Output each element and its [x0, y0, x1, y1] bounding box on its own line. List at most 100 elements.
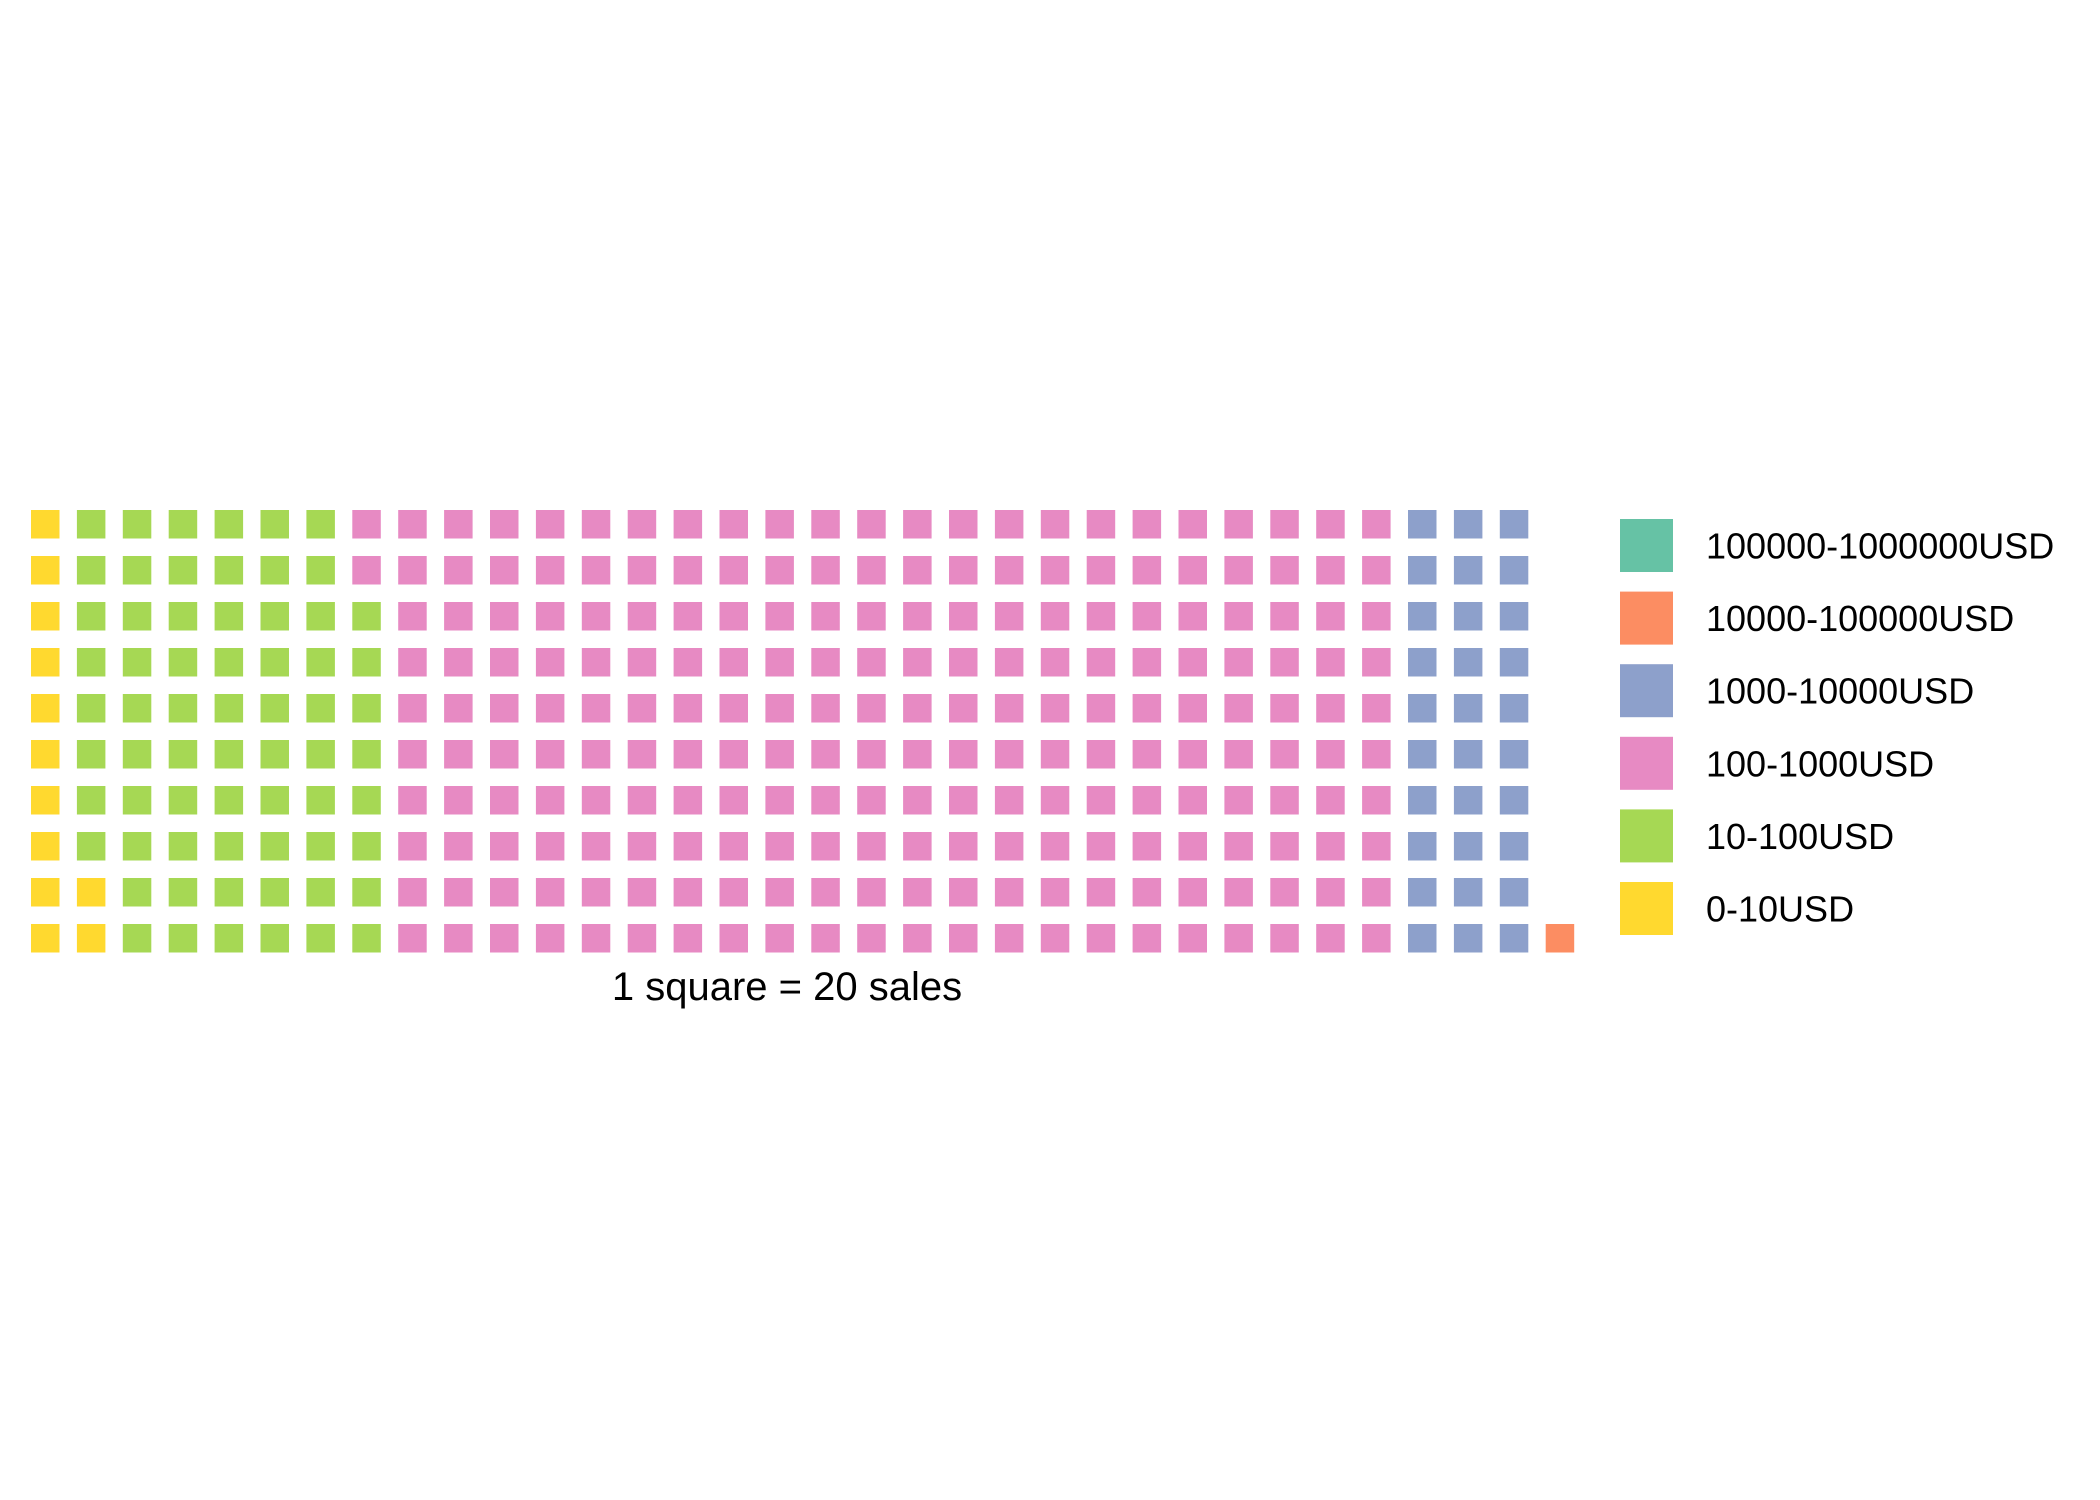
waffle-square-100-1000USD: [719, 694, 748, 723]
waffle-square-100-1000USD: [1132, 740, 1162, 769]
waffle-square-100-1000USD: [1178, 648, 1207, 677]
waffle-square-10-100USD: [260, 694, 289, 723]
waffle-square-100-1000USD: [1270, 510, 1299, 539]
waffle-square-100-1000USD: [1270, 878, 1299, 907]
waffle-square-100-1000USD: [535, 602, 565, 631]
waffle-square-100-1000USD: [719, 556, 748, 585]
waffle-square-0-10USD: [31, 740, 60, 769]
waffle-square-100-1000USD: [811, 924, 840, 953]
waffle-square-100-1000USD: [535, 878, 565, 907]
waffle-square-100-1000USD: [994, 832, 1024, 861]
waffle-square-0-10USD: [31, 510, 60, 539]
waffle-square-100-1000USD: [1178, 878, 1207, 907]
waffle-square-100-1000USD: [1316, 556, 1345, 585]
legend-label-100-1000USD: 100-1000USD: [1706, 743, 1934, 784]
waffle-square-10-100USD: [352, 924, 381, 953]
waffle-square-100-1000USD: [627, 648, 657, 677]
waffle-square-10-100USD: [214, 648, 244, 677]
waffle-square-100-1000USD: [535, 648, 565, 677]
waffle-square-10-100USD: [168, 924, 198, 953]
waffle-square-100-1000USD: [490, 602, 519, 631]
waffle-square-10-100USD: [352, 648, 381, 677]
waffle-square-10-100USD: [122, 648, 152, 677]
waffle-square-10-100USD: [122, 510, 152, 539]
waffle-square-100-1000USD: [949, 786, 978, 815]
waffle-square-100-1000USD: [1224, 924, 1253, 953]
waffle-square-100-1000USD: [857, 694, 886, 723]
waffle-square-100-1000USD: [1178, 786, 1207, 815]
legend-key-100-1000USD: [1620, 736, 1673, 790]
waffle-square-100-1000USD: [398, 878, 427, 907]
waffle-square-1000-10000USD: [1499, 510, 1529, 539]
waffle-square-100-1000USD: [444, 786, 473, 815]
waffle-square-10-100USD: [260, 556, 289, 585]
waffle-square-100-1000USD: [857, 740, 886, 769]
waffle-square-100-1000USD: [1132, 786, 1162, 815]
waffle-square-100-1000USD: [581, 786, 611, 815]
waffle-square-100-1000USD: [1040, 786, 1070, 815]
waffle-square-100-1000USD: [490, 832, 519, 861]
waffle-square-100-1000USD: [1178, 694, 1207, 723]
waffle-square-100-1000USD: [1270, 648, 1299, 677]
legend-key-10000-100000USD: [1620, 591, 1673, 645]
waffle-square-100-1000USD: [673, 924, 703, 953]
waffle-square-100-1000USD: [1362, 510, 1391, 539]
waffle-square-10-100USD: [76, 740, 106, 769]
waffle-square-100-1000USD: [627, 924, 657, 953]
waffle-grid: [31, 510, 1575, 953]
waffle-square-1000-10000USD: [1408, 832, 1437, 861]
waffle-square-100-1000USD: [765, 694, 794, 723]
waffle-square-100-1000USD: [1224, 786, 1253, 815]
waffle-square-10-100USD: [306, 740, 335, 769]
waffle-square-100-1000USD: [1178, 924, 1207, 953]
waffle-square-100-1000USD: [1040, 602, 1070, 631]
waffle-square-100-1000USD: [949, 510, 978, 539]
waffle-square-0-10USD: [31, 556, 60, 585]
waffle-square-100-1000USD: [1178, 556, 1207, 585]
waffle-square-1000-10000USD: [1408, 648, 1437, 677]
waffle-square-100-1000USD: [1224, 832, 1253, 861]
waffle-square-100-1000USD: [1178, 510, 1207, 539]
waffle-square-100-1000USD: [1224, 602, 1253, 631]
waffle-square-10-100USD: [76, 648, 106, 677]
waffle-square-100-1000USD: [765, 832, 794, 861]
waffle-square-100-1000USD: [1132, 832, 1162, 861]
waffle-square-10-100USD: [122, 556, 152, 585]
waffle-square-1000-10000USD: [1453, 556, 1483, 585]
waffle-square-100-1000USD: [490, 648, 519, 677]
waffle-square-100-1000USD: [627, 832, 657, 861]
waffle-square-100-1000USD: [535, 556, 565, 585]
waffle-square-1000-10000USD: [1499, 786, 1529, 815]
waffle-square-100-1000USD: [581, 694, 611, 723]
waffle-square-100-1000USD: [1040, 832, 1070, 861]
waffle-square-100-1000USD: [994, 878, 1024, 907]
waffle-square-100-1000USD: [490, 740, 519, 769]
waffle-square-100-1000USD: [949, 602, 978, 631]
waffle-square-100-1000USD: [811, 740, 840, 769]
waffle-square-100-1000USD: [627, 510, 657, 539]
waffle-square-100-1000USD: [1316, 878, 1345, 907]
waffle-square-100-1000USD: [673, 878, 703, 907]
waffle-square-1000-10000USD: [1499, 878, 1529, 907]
waffle-square-10-100USD: [168, 740, 198, 769]
waffle-square-1000-10000USD: [1499, 694, 1529, 723]
waffle-square-10-100USD: [214, 832, 244, 861]
waffle-square-100-1000USD: [1040, 510, 1070, 539]
waffle-square-0-10USD: [31, 832, 60, 861]
waffle-square-100-1000USD: [627, 556, 657, 585]
waffle-square-1000-10000USD: [1453, 602, 1483, 631]
waffle-square-100-1000USD: [994, 786, 1024, 815]
waffle-square-1000-10000USD: [1499, 740, 1529, 769]
waffle-square-10-100USD: [122, 694, 152, 723]
waffle-square-100-1000USD: [1086, 924, 1116, 953]
waffle-square-10-100USD: [352, 786, 381, 815]
waffle-square-100-1000USD: [719, 510, 748, 539]
waffle-square-100-1000USD: [1362, 556, 1391, 585]
waffle-square-10-100USD: [122, 878, 152, 907]
waffle-square-1000-10000USD: [1499, 924, 1529, 953]
waffle-square-10-100USD: [168, 786, 198, 815]
waffle-square-100-1000USD: [581, 740, 611, 769]
legend-key-100000-1000000USD: [1620, 519, 1673, 572]
waffle-square-100-1000USD: [444, 924, 473, 953]
waffle-square-100-1000USD: [1270, 832, 1299, 861]
